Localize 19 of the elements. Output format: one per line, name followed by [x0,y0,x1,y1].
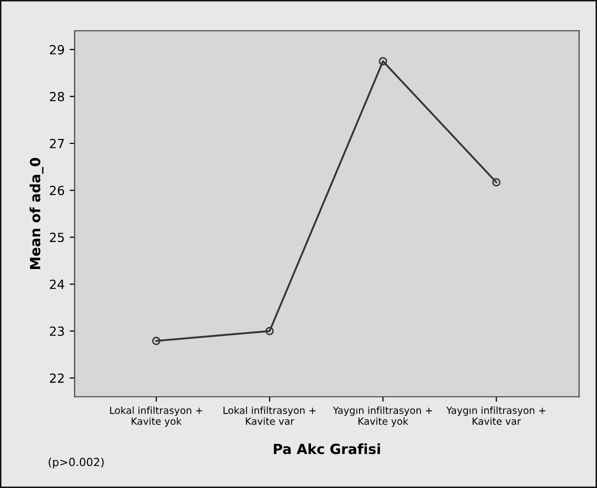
x-tick-label: Lokal infiltrasyon + Kavite yok [110,406,202,427]
x-tick-label: Yaygın infiltrasyon + Kavite yok [332,406,432,427]
x-axis-title: Pa Akc Grafisi [274,443,380,454]
text: (p>0.002) [48,458,104,468]
y-tick-label: 26 [50,186,64,196]
y-tick-label: 25 [50,232,64,242]
y-tick-label: 27 [50,138,64,148]
y-tick-label: 22 [50,373,64,383]
point [378,57,388,66]
point [152,336,160,346]
x-tick-label: Yaygın infiltrasyon + Kavite var [446,406,546,425]
y-tick-label: 28 [50,92,64,102]
x-tick-label: Lokal infiltrasyon + Kavite var [224,406,316,425]
y-tick-label: 24 [50,280,64,289]
point [265,326,274,336]
y-tick-label: 23 [50,326,64,336]
y-axis-title: Mean of ada_0 [30,158,44,269]
y-tick-label: 29 [50,44,64,54]
point [492,178,500,186]
